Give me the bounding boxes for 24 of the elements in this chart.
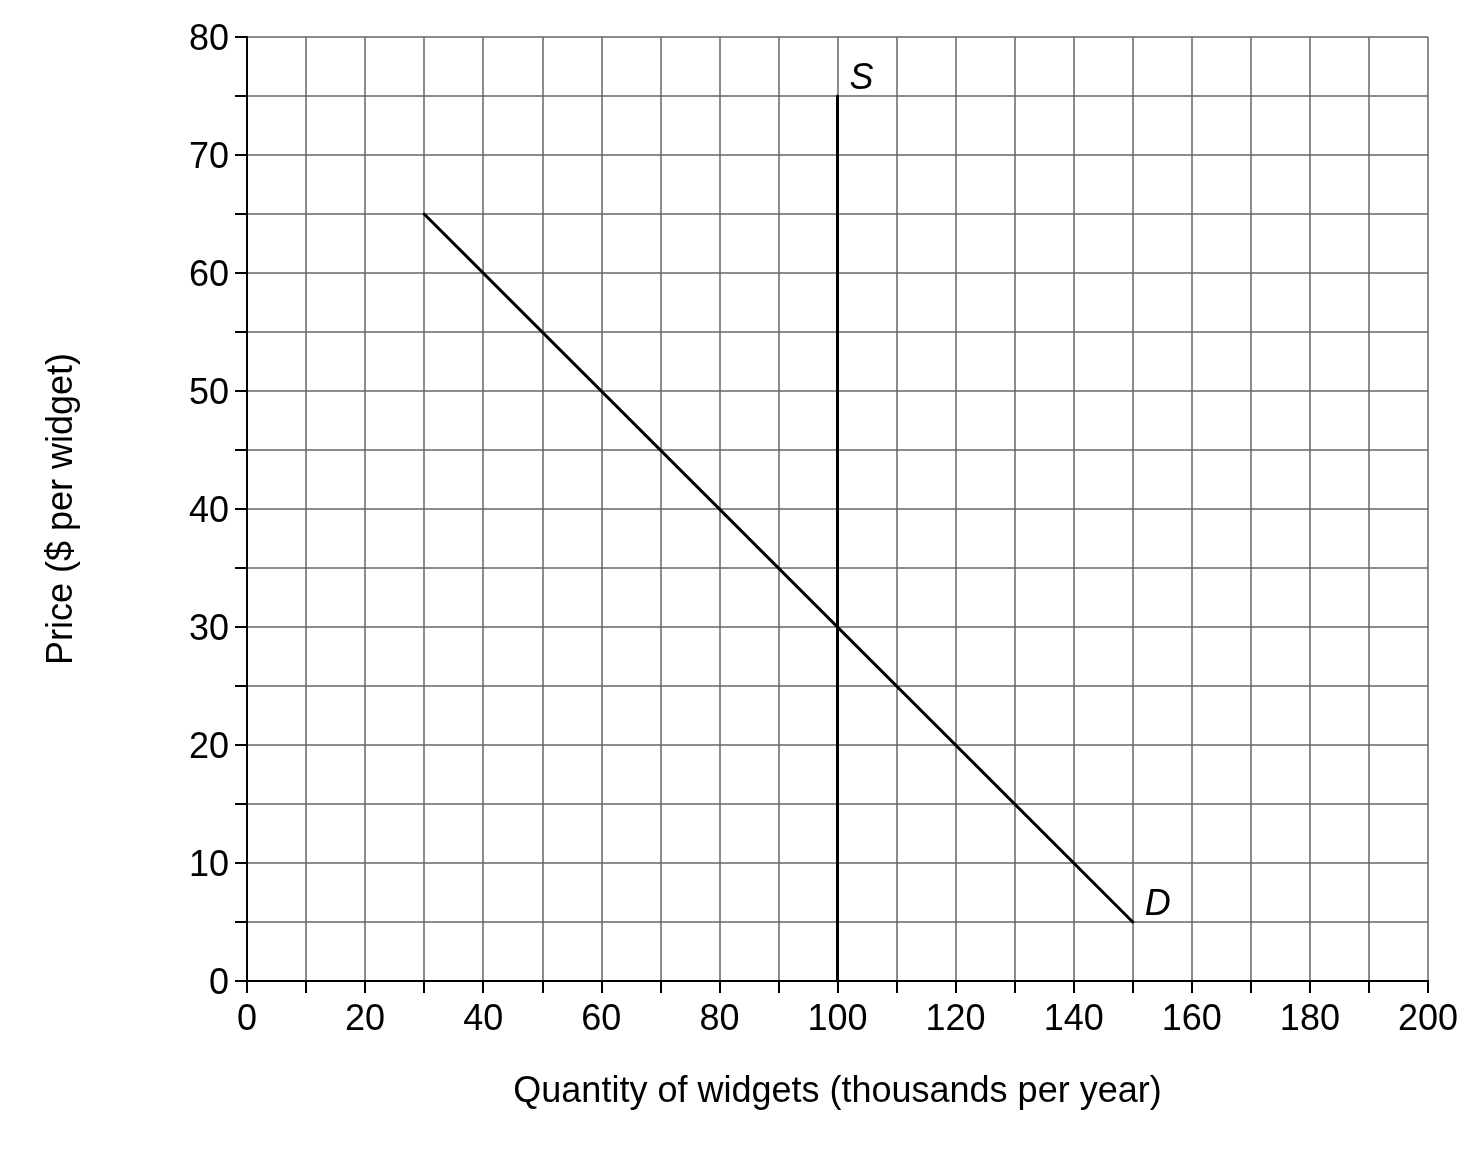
- x-tick-label: 120: [925, 996, 986, 1038]
- y-tick-label: 50: [188, 370, 229, 412]
- x-axis-title: Quantity of widgets (thousands per year): [513, 1068, 1162, 1110]
- x-tick-label: 160: [1161, 996, 1222, 1038]
- x-tick-label: 80: [699, 996, 740, 1038]
- series-label: S: [849, 55, 874, 97]
- x-tick-label: 20: [345, 996, 386, 1038]
- y-tick-label: 80: [188, 16, 229, 58]
- y-tick-label: 60: [188, 252, 229, 294]
- x-tick-label: 140: [1043, 996, 1104, 1038]
- x-tick-label: 200: [1397, 996, 1459, 1038]
- y-axis-title: Price ($ per widget): [38, 352, 80, 666]
- y-tick-label: 40: [188, 488, 229, 530]
- x-tick-label: 100: [807, 996, 868, 1038]
- x-tick-label: 60: [581, 996, 622, 1038]
- x-tick-label: 180: [1279, 996, 1340, 1038]
- y-tick-label: 20: [188, 724, 229, 766]
- x-tick-label: 0: [236, 996, 258, 1038]
- y-tick-label: 10: [188, 842, 229, 884]
- y-tick-label: 70: [188, 134, 229, 176]
- x-tick-label: 40: [463, 996, 504, 1038]
- y-tick-label: 0: [208, 960, 229, 1002]
- y-tick-label: 30: [188, 606, 229, 648]
- series-label: D: [1144, 881, 1171, 923]
